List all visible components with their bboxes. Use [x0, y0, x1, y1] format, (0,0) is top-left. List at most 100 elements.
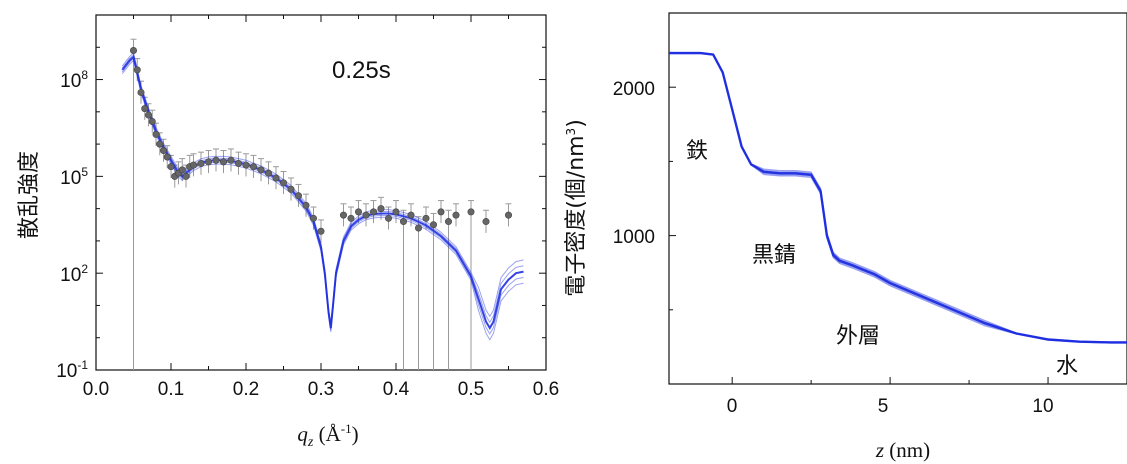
right-x-tick-label: 5	[878, 396, 889, 417]
left-data-points	[130, 46, 512, 235]
left-y-tick-label: 102	[60, 262, 88, 286]
data-point	[141, 105, 149, 113]
left-y-tick-label: 10-1	[56, 358, 88, 382]
left-x-tick-labels: 0.0 0.1 0.2 0.3 0.4 0.5 0.6	[83, 379, 559, 400]
data-point	[377, 205, 385, 213]
fit-curve	[121, 55, 524, 330]
right-y-tick-label: 1000	[613, 227, 655, 248]
data-point	[257, 166, 265, 174]
density-profile	[669, 52, 1127, 344]
data-point	[354, 208, 362, 216]
annotation-water: 水	[1056, 354, 1078, 379]
fit-curve	[121, 59, 524, 341]
data-point	[190, 161, 198, 169]
data-point	[467, 208, 475, 216]
data-point	[347, 214, 355, 222]
right-x-tick-labels: 0 5 10	[727, 396, 1054, 417]
annotation-iron: 鉄	[686, 139, 708, 164]
scattering-chart: 0.25s 0.0 0.1 0.2 0.3 0.4 0.5 0.6 10-1 1…	[17, 14, 559, 450]
left-x-tick-label: 0.4	[383, 379, 410, 400]
data-point	[130, 46, 138, 54]
left-plot-frame	[95, 14, 547, 371]
time-annotation: 0.25s	[332, 57, 391, 84]
data-point	[317, 227, 325, 235]
data-point	[452, 211, 460, 219]
data-point	[279, 179, 287, 187]
left-error-bars	[130, 38, 512, 370]
data-point	[272, 174, 280, 182]
density-profile	[669, 53, 1127, 344]
data-point	[309, 214, 317, 222]
left-x-tick-label: 0.2	[233, 379, 259, 400]
data-point	[197, 159, 205, 167]
data-point	[414, 224, 422, 232]
data-point	[152, 130, 160, 138]
left-y-tick-labels: 10-1 102 105 108	[56, 68, 88, 382]
data-point	[250, 163, 258, 171]
left-x-tick-label: 0.6	[533, 379, 559, 400]
data-point	[156, 140, 164, 148]
left-y-axis-label: 散乱強度	[17, 151, 42, 239]
density-profile	[669, 51, 1127, 343]
right-y-axis-label: 電子密度(個/nm3)	[564, 119, 589, 297]
left-x-tick-label: 0.5	[458, 379, 484, 400]
data-point	[145, 111, 153, 119]
data-point	[235, 159, 243, 167]
data-point	[287, 185, 295, 193]
data-point	[178, 166, 186, 174]
data-point	[384, 214, 392, 222]
data-point	[504, 211, 512, 219]
right-plot-frame	[668, 12, 1127, 385]
density-profile	[669, 52, 1127, 343]
left-x-tick-label: 0.1	[158, 379, 184, 400]
annotation-magnetite: 黒錆	[752, 243, 796, 268]
data-point	[264, 169, 272, 177]
data-point	[407, 211, 415, 219]
data-point	[242, 161, 250, 169]
data-point	[399, 218, 407, 226]
right-x-tick-label: 0	[727, 396, 738, 417]
data-point	[429, 221, 437, 229]
right-density-profiles	[669, 51, 1127, 344]
right-y-tick-label: 2000	[613, 79, 655, 100]
data-point	[302, 201, 310, 209]
fit-curve	[121, 52, 524, 325]
data-point	[212, 156, 220, 164]
left-y-tick-label: 108	[60, 68, 88, 92]
data-point	[160, 147, 168, 155]
data-point	[437, 208, 445, 216]
left-y-tick-label: 105	[60, 165, 88, 189]
data-point	[339, 211, 347, 219]
data-point	[392, 208, 400, 216]
data-point	[220, 158, 228, 166]
data-point	[167, 163, 175, 171]
left-x-tick-label: 0.0	[83, 379, 109, 400]
data-point	[163, 153, 171, 161]
data-point	[148, 118, 156, 126]
density-profile	[669, 52, 1127, 344]
data-point	[294, 192, 302, 200]
data-point	[227, 156, 235, 164]
data-point	[362, 211, 370, 219]
fit-curve	[121, 54, 524, 327]
data-point	[137, 88, 145, 96]
density-profile	[669, 51, 1127, 344]
data-point	[182, 172, 190, 180]
annotation-outer-layer: 外層	[836, 324, 880, 349]
data-point	[482, 218, 490, 226]
left-x-axis-label: qz (Å-1)	[297, 421, 358, 450]
left-axis-ticks	[95, 14, 547, 371]
right-x-tick-label: 10	[1032, 396, 1053, 417]
right-y-tick-labels: 1000 2000	[613, 79, 655, 248]
left-fit-band	[121, 52, 524, 341]
density-chart: 鉄 黒錆 外層 水 0 5 10 1000 2000 電子密度(個/nm3) z…	[564, 12, 1127, 462]
left-x-tick-label: 0.3	[308, 379, 334, 400]
data-point	[422, 214, 430, 222]
density-profile	[669, 52, 1127, 343]
right-x-axis-label: z (nm)	[875, 438, 930, 462]
fit-curve	[121, 57, 524, 335]
data-point	[205, 158, 213, 166]
right-axis-ticks	[668, 86, 1049, 384]
data-point	[133, 66, 141, 74]
